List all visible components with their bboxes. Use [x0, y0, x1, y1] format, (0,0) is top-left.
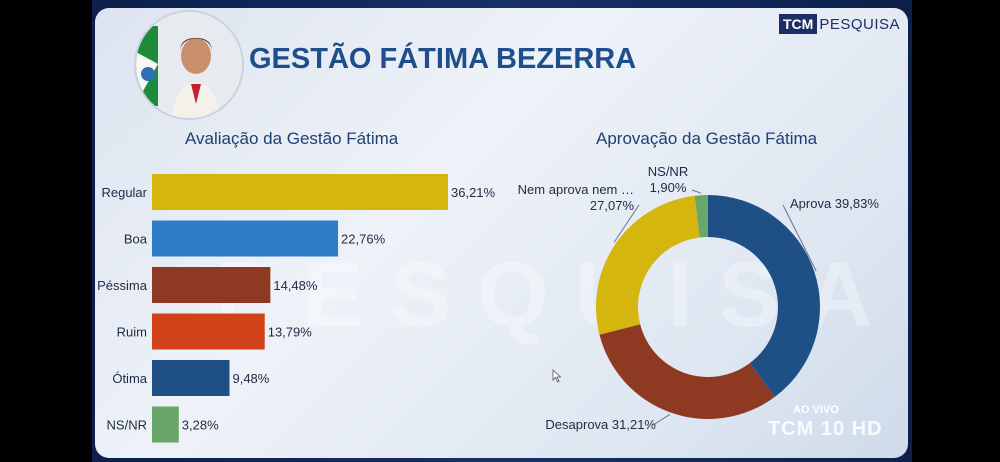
- slice-desaprova: [599, 324, 775, 419]
- slice-label-ns-nr: NS/NR: [648, 164, 688, 179]
- bar-boa: [152, 220, 339, 257]
- leader-line-desaprova: [652, 414, 671, 426]
- category-label-ns-nr: NS/NR: [107, 418, 147, 433]
- category-label-boa: Boa: [124, 232, 148, 247]
- category-label-ruim: Ruim: [117, 325, 147, 340]
- slice-label-desaprova: Desaprova 31,21%: [545, 417, 656, 432]
- value-label-otima: 9,48%: [232, 371, 269, 386]
- logo-prefix: TCM: [779, 14, 818, 34]
- bar-regular: [152, 174, 448, 210]
- portrait-illustration: [136, 12, 242, 118]
- donut-chart-title: Aprovação da Gestão Fátima: [596, 129, 818, 148]
- slice-value-ns-nr: 1,90%: [650, 180, 687, 195]
- category-label-pessima: Péssima: [97, 278, 148, 293]
- slice-value-nem-aprova-nem: 27,07%: [590, 198, 635, 213]
- slice-aprova: [708, 195, 820, 397]
- logo-suffix: PESQUISA: [819, 15, 901, 33]
- bar-ruim: [152, 313, 265, 350]
- live-label: AO VIVO: [793, 404, 839, 416]
- slice-label-nem-aprova-nem: Nem aprova nem …: [518, 182, 634, 197]
- bar-ns-nr: [152, 406, 179, 443]
- value-label-boa: 22,76%: [341, 232, 386, 247]
- leader-line-nem-aprova-nem: [613, 204, 640, 243]
- category-label-otima: Ótima: [112, 371, 147, 386]
- page-title: GESTÃO FÁTIMA BEZERRA: [249, 43, 637, 75]
- value-label-regular: 36,21%: [451, 185, 496, 200]
- avatar: [134, 10, 244, 120]
- leader-line-ns-nr: [691, 189, 702, 194]
- value-label-ns-nr: 3,28%: [182, 418, 219, 433]
- channel-logo: TCM 10 HD: [768, 418, 883, 440]
- slice-label-aprova: Aprova 39,83%: [790, 196, 879, 211]
- bar-pessima: [152, 267, 271, 303]
- value-label-ruim: 13,79%: [268, 325, 313, 340]
- cursor-icon: [552, 369, 562, 383]
- bar-chart-title: Avaliação da Gestão Fátima: [185, 129, 399, 148]
- tcm-logo: TCM PESQUISA: [779, 13, 900, 35]
- value-label-pessima: 14,48%: [273, 278, 318, 293]
- category-label-regular: Regular: [101, 185, 147, 200]
- slice-ns-nr: [694, 195, 708, 238]
- bar-otima: [152, 360, 230, 396]
- slice-nem-aprova-nem: [596, 195, 700, 335]
- leader-line-aprova: [782, 204, 817, 272]
